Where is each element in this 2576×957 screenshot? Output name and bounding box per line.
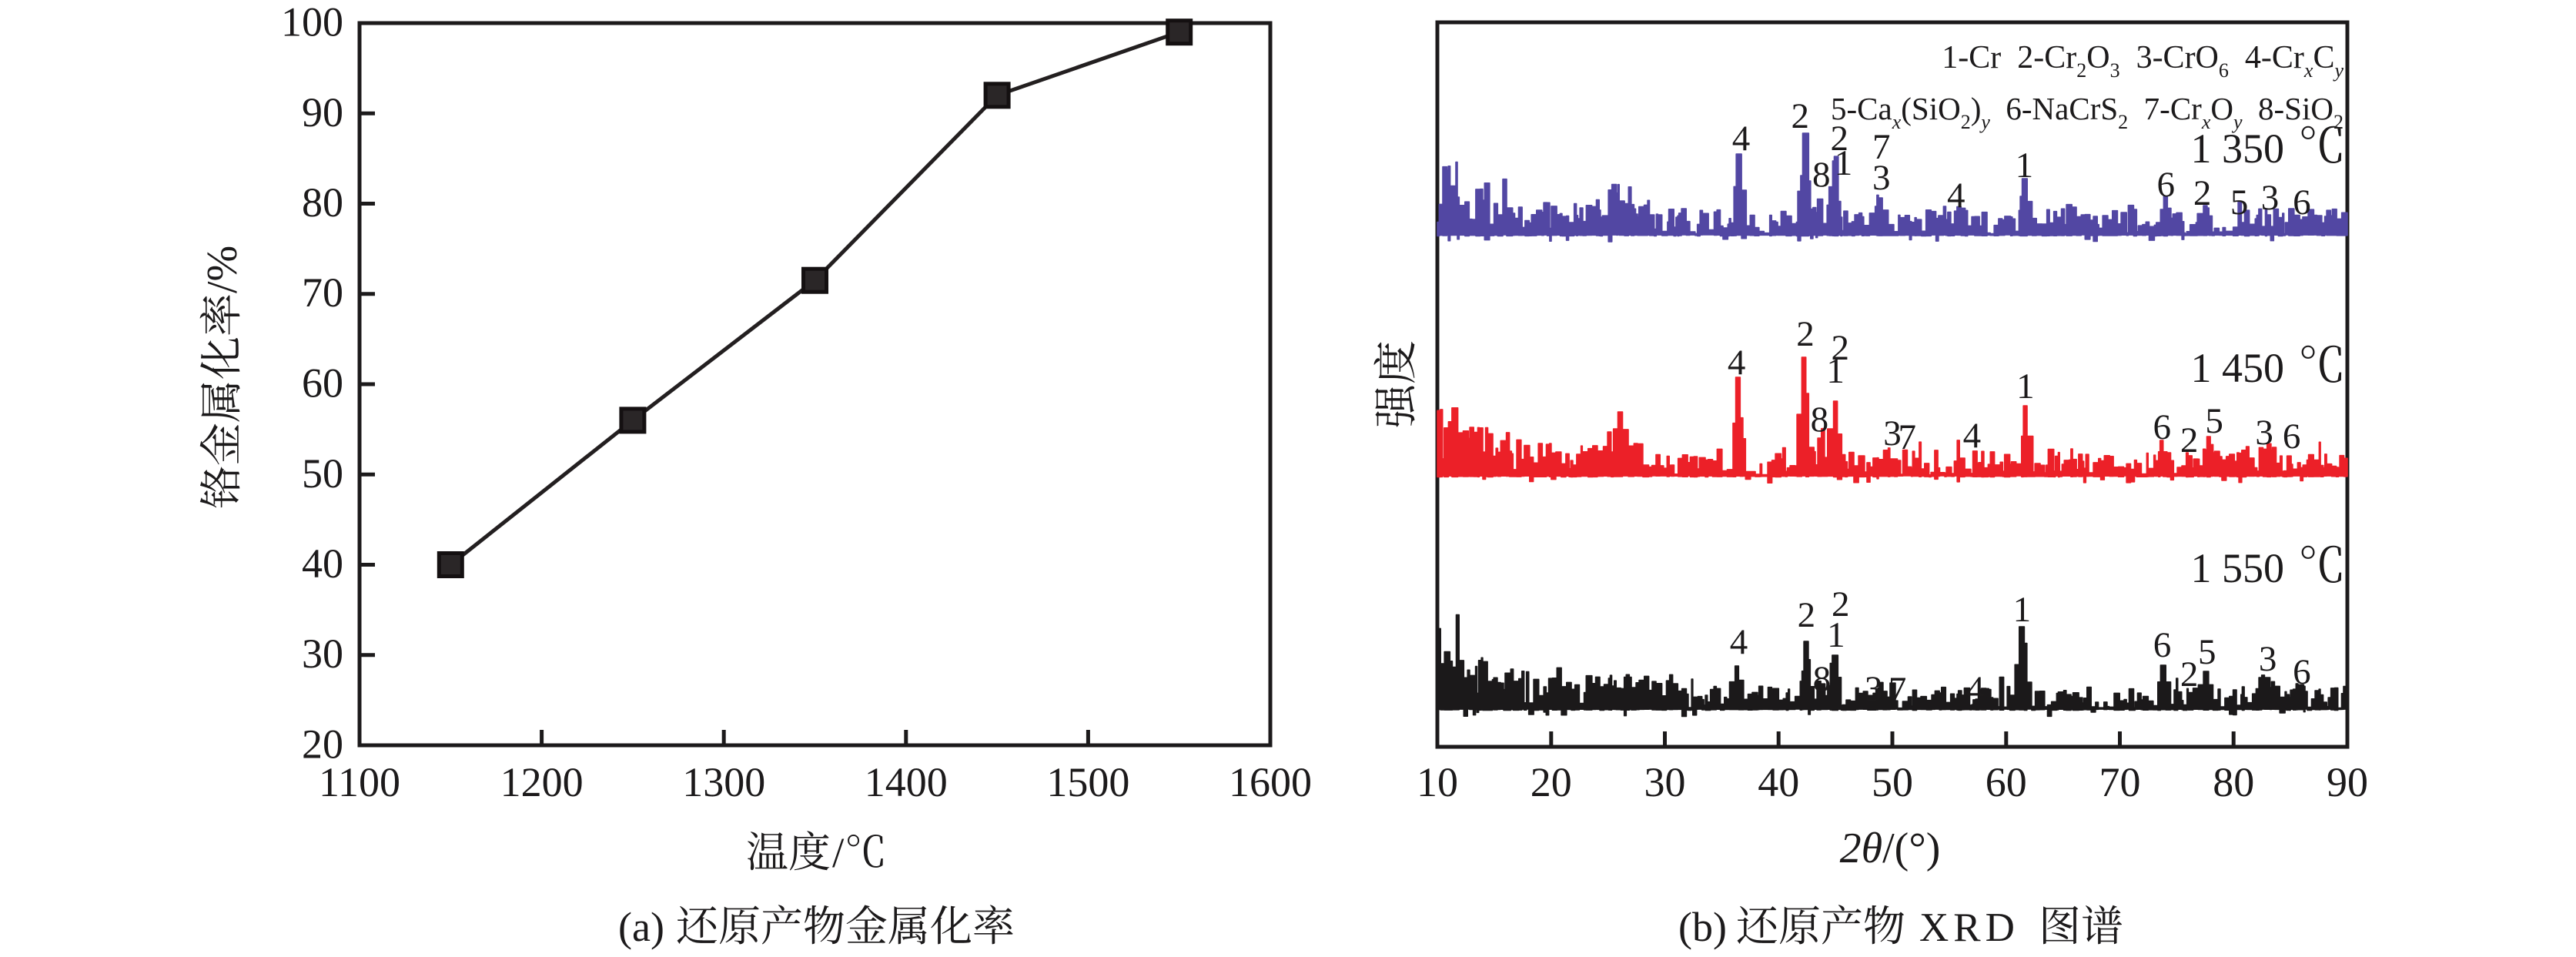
svg-text:8: 8 [1811, 400, 1829, 440]
svg-text:90: 90 [302, 89, 343, 136]
svg-text:3: 3 [1865, 669, 1883, 709]
svg-text:1-Cr 2-Cr2​O3​ 3-CrO6​ 4-Cr: 1-Cr 2-Cr2​O3​ 3-CrO6​ 4-Crx​Cy​ [1942, 40, 2343, 82]
svg-text:(b): (b) [1678, 904, 1727, 950]
svg-text:70: 70 [2099, 759, 2141, 805]
svg-text:50: 50 [302, 450, 343, 497]
svg-text:1: 1 [1827, 615, 1845, 655]
svg-text:5: 5 [2230, 182, 2249, 223]
svg-text:1: 1 [2013, 590, 2032, 630]
svg-text:/: / [832, 829, 845, 876]
svg-text:6: 6 [2153, 407, 2171, 447]
svg-text:2: 2 [1832, 584, 1850, 624]
svg-text:1400: 1400 [865, 759, 948, 805]
svg-text:7: 7 [1872, 127, 1891, 167]
svg-text:2θ/(°): 2θ/(°) [1840, 825, 1941, 872]
svg-text:30: 30 [302, 631, 343, 677]
svg-text:1: 1 [1826, 351, 1845, 391]
svg-text:8: 8 [1813, 659, 1832, 699]
svg-text:4: 4 [1732, 119, 1751, 159]
svg-text:60: 60 [1986, 759, 2027, 805]
svg-text:XRD: XRD [1919, 905, 2019, 950]
svg-text:2: 2 [2180, 654, 2199, 694]
svg-text:/%: /% [199, 246, 246, 293]
svg-text:2: 2 [2180, 420, 2199, 460]
svg-text:20: 20 [302, 721, 343, 768]
svg-text:1 350: 1 350 [2191, 125, 2285, 172]
svg-text:80: 80 [2213, 759, 2254, 805]
svg-text:1500: 1500 [1046, 759, 1129, 805]
svg-text:3: 3 [1883, 413, 1902, 453]
svg-text:2: 2 [2193, 173, 2212, 213]
svg-text:4: 4 [1963, 416, 1982, 456]
svg-text:5-Cax​(SiO2​)y​ 6-NaCrS2​ 7-: 5-Cax​(SiO2​)y​ 6-NaCrS2​ 7-Crx​Oy​ 8-Si… [1831, 91, 2343, 133]
svg-text:6: 6 [2283, 417, 2301, 457]
svg-text:6: 6 [2153, 625, 2172, 665]
svg-text:1 550: 1 550 [2191, 545, 2285, 591]
svg-text:5: 5 [2205, 401, 2223, 441]
svg-text:1300: 1300 [682, 759, 765, 805]
svg-text:5: 5 [2198, 632, 2216, 672]
svg-text:1 450: 1 450 [2191, 345, 2285, 391]
svg-text:60: 60 [302, 360, 343, 407]
svg-text:10: 10 [1417, 759, 1458, 805]
svg-text:50: 50 [1872, 759, 1913, 805]
svg-text:3: 3 [2261, 178, 2280, 218]
svg-text:100: 100 [281, 0, 343, 45]
svg-text:3: 3 [1872, 158, 1891, 198]
svg-text:1200: 1200 [500, 759, 584, 805]
svg-text:1600: 1600 [1229, 759, 1312, 805]
svg-text:2: 2 [1832, 328, 1850, 368]
svg-text:70: 70 [302, 269, 343, 316]
svg-text:4: 4 [1966, 669, 1985, 709]
svg-text:1: 1 [2016, 366, 2035, 407]
svg-text:2: 2 [1798, 595, 1816, 635]
svg-text:30: 30 [1644, 759, 1686, 805]
svg-text:3: 3 [2255, 413, 2273, 453]
svg-text:2: 2 [1831, 119, 1849, 159]
svg-text:(a): (a) [618, 904, 664, 950]
svg-text:1: 1 [2016, 146, 2034, 186]
svg-text:90: 90 [2327, 759, 2368, 805]
svg-text:8: 8 [1812, 155, 1831, 195]
svg-text:40: 40 [1758, 759, 1799, 805]
svg-text:80: 80 [302, 179, 343, 226]
svg-text:6: 6 [2157, 165, 2176, 205]
svg-text:3: 3 [2259, 639, 2277, 679]
svg-text:1: 1 [1835, 143, 1853, 183]
svg-text:4: 4 [1947, 176, 1965, 216]
svg-text:7: 7 [1898, 417, 1916, 457]
svg-text:4: 4 [1728, 343, 1746, 383]
svg-text:6: 6 [2293, 652, 2311, 692]
svg-text:2: 2 [1791, 96, 1810, 136]
svg-text:4: 4 [1730, 622, 1748, 662]
svg-text:7: 7 [1889, 670, 1907, 710]
svg-text:20: 20 [1531, 759, 1572, 805]
svg-text:2: 2 [1796, 314, 1815, 354]
svg-text:6: 6 [2293, 182, 2311, 223]
svg-text:40: 40 [302, 540, 343, 587]
svg-text:1100: 1100 [319, 759, 400, 805]
